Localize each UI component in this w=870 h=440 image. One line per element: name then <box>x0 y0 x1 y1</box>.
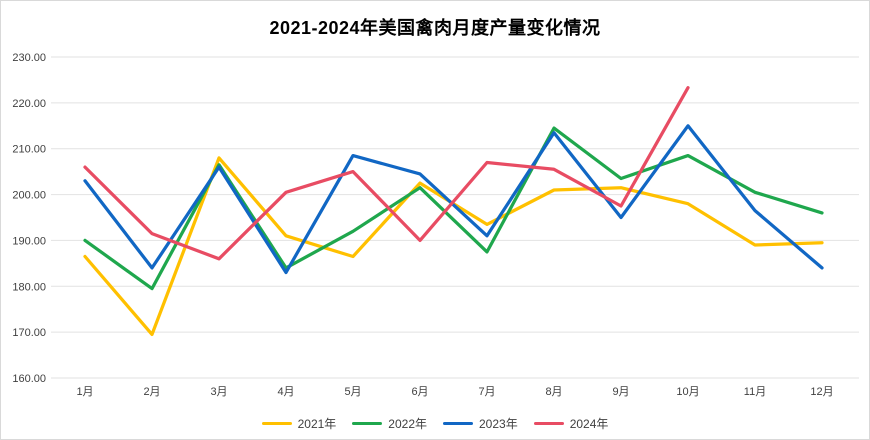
y-axis-tick-label: 190.00 <box>12 235 46 247</box>
x-axis-tick-label: 6月 <box>411 386 428 398</box>
legend-item-label: 2023年 <box>479 417 518 431</box>
legend-swatch <box>443 422 473 425</box>
x-axis-tick-label: 12月 <box>810 386 833 398</box>
y-axis-tick-label: 210.00 <box>12 144 46 156</box>
y-axis-tick-label: 180.00 <box>12 281 46 293</box>
y-axis-tick-label: 200.00 <box>12 190 46 202</box>
y-axis-tick-label: 230.00 <box>12 52 46 64</box>
legend-item-2022年: 2022年 <box>352 415 427 432</box>
y-axis-tick-label: 160.00 <box>12 373 46 385</box>
legend-swatch <box>352 422 383 425</box>
legend-item-2023年: 2023年 <box>443 415 518 432</box>
x-axis-tick-label: 7月 <box>478 386 495 398</box>
series-line-2024年 <box>83 86 690 261</box>
series-line-2021年 <box>83 156 824 337</box>
series-line-2022年 <box>83 126 824 291</box>
legend-swatch <box>261 422 292 425</box>
legend-item-2021年: 2021年 <box>261 415 337 432</box>
series-line-2023年 <box>83 124 824 275</box>
x-axis-tick-label: 8月 <box>545 386 562 398</box>
legend-item-label: 2024年 <box>569 417 609 431</box>
y-axis-tick-label: 220.00 <box>12 98 46 110</box>
chart-title: 2021-2024年美国禽肉月度产量变化情况 <box>269 18 601 38</box>
x-axis-tick-label: 2月 <box>143 386 160 398</box>
legend-swatch <box>533 422 564 425</box>
legend-item-label: 2021年 <box>297 417 337 431</box>
x-axis-tick-label: 9月 <box>612 386 629 398</box>
x-axis-tick-label: 4月 <box>277 386 294 398</box>
legend-item-label: 2022年 <box>388 417 427 431</box>
x-axis-tick-label: 11月 <box>744 386 766 398</box>
x-axis-tick-label: 1月 <box>76 386 93 398</box>
x-axis-tick-label: 10月 <box>676 386 699 398</box>
chart-legend: 2021年 2022年 2023年 2024年 <box>1 415 869 432</box>
y-axis-tick-label: 170.00 <box>12 327 46 339</box>
x-axis-tick-label: 3月 <box>210 386 227 398</box>
legend-item-2024年: 2024年 <box>533 415 609 432</box>
x-axis-tick-label: 5月 <box>344 386 361 398</box>
